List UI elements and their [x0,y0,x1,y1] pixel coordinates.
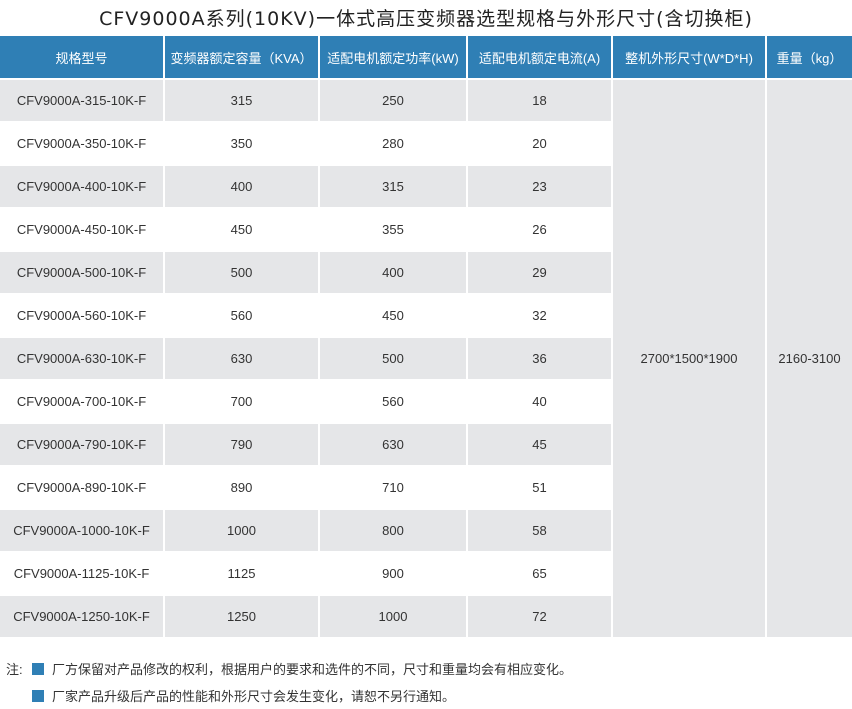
table-cell: 26 [468,209,611,250]
model-cell: CFV9000A-630-10K-F [0,338,163,379]
table-cell: 355 [320,209,466,250]
model-cell: CFV9000A-560-10K-F [0,295,163,336]
table-cell: 500 [320,338,466,379]
weight-cell: 2160-3100 [767,80,852,637]
model-cell: CFV9000A-890-10K-F [0,467,163,508]
note-text: 厂家产品升级后产品的性能和外形尺寸会发生变化，请恕不另行通知。 [52,689,456,704]
table-cell: 450 [165,209,318,250]
dimensions-cell: 2700*1500*1900 [613,80,765,637]
table-cell: 400 [165,166,318,207]
column-header: 重量（kg） [767,36,852,78]
column-header: 变频器额定容量（KVA） [165,36,318,78]
table-cell: 500 [165,252,318,293]
model-cell: CFV9000A-400-10K-F [0,166,163,207]
table-cell: 29 [468,252,611,293]
table-cell: 280 [320,123,466,164]
model-cell: CFV9000A-315-10K-F [0,80,163,121]
notes: 注: 厂方保留对产品修改的权利，根据用户的要求和选件的不同，尺寸和重量均会有相应变… [6,655,572,709]
table-cell: 560 [320,381,466,422]
table-cell: 630 [165,338,318,379]
column-header: 规格型号 [0,36,163,78]
table-cell: 51 [468,467,611,508]
square-bullet-icon [32,662,44,675]
table-cell: 315 [320,166,466,207]
table-cell: 900 [320,553,466,594]
table-cell: 350 [165,123,318,164]
note-text: 厂方保留对产品修改的权利，根据用户的要求和选件的不同，尺寸和重量均会有相应变化。 [52,662,573,677]
table-cell: 20 [468,123,611,164]
table-cell: 630 [320,424,466,465]
page-title: CFV9000A系列(10KV)一体式高压变频器选型规格与外形尺寸(含切换柜) [99,8,753,30]
table-cell: 45 [468,424,611,465]
column-header: 适配电机额定电流(A) [468,36,611,78]
model-cell: CFV9000A-1125-10K-F [0,553,163,594]
model-cell: CFV9000A-700-10K-F [0,381,163,422]
table-cell: 1000 [165,510,318,551]
spec-table: 规格型号 变频器额定容量（KVA） 适配电机额定功率(kW) 适配电机额定电流(A) 整… [0,36,852,637]
model-cell: CFV9000A-1000-10K-F [0,510,163,551]
column-header: 适配电机额定功率(kW) [320,36,466,78]
model-cell: CFV9000A-450-10K-F [0,209,163,250]
model-cell: CFV9000A-350-10K-F [0,123,163,164]
table-cell: 36 [468,338,611,379]
table-cell: 72 [468,596,611,637]
note-item: 注: 厂方保留对产品修改的权利，根据用户的要求和选件的不同，尺寸和重量均会有相应变… [6,655,572,682]
table-cell: 400 [320,252,466,293]
table-cell: 65 [468,553,611,594]
table-cell: 1000 [320,596,466,637]
table-cell: 1125 [165,553,318,594]
table-cell: 890 [165,467,318,508]
table-cell: 450 [320,295,466,336]
model-cell: CFV9000A-1250-10K-F [0,596,163,637]
model-cell: CFV9000A-500-10K-F [0,252,163,293]
notes-prefix: 注: [6,662,23,677]
model-cell: CFV9000A-790-10K-F [0,424,163,465]
table-cell: 18 [468,80,611,121]
square-bullet-icon [32,689,44,702]
table-cell: 800 [320,510,466,551]
column-header: 整机外形尺寸(W*D*H) [613,36,765,78]
table-cell: 250 [320,80,466,121]
table-cell: 1250 [165,596,318,637]
table-cell: 315 [165,80,318,121]
table-cell: 560 [165,295,318,336]
table-cell: 700 [165,381,318,422]
note-item: 厂家产品升级后产品的性能和外形尺寸会发生变化，请恕不另行通知。 [6,682,572,709]
table-cell: 32 [468,295,611,336]
table-cell: 790 [165,424,318,465]
table-cell: 710 [320,467,466,508]
table-cell: 23 [468,166,611,207]
table-cell: 40 [468,381,611,422]
table-cell: 58 [468,510,611,551]
